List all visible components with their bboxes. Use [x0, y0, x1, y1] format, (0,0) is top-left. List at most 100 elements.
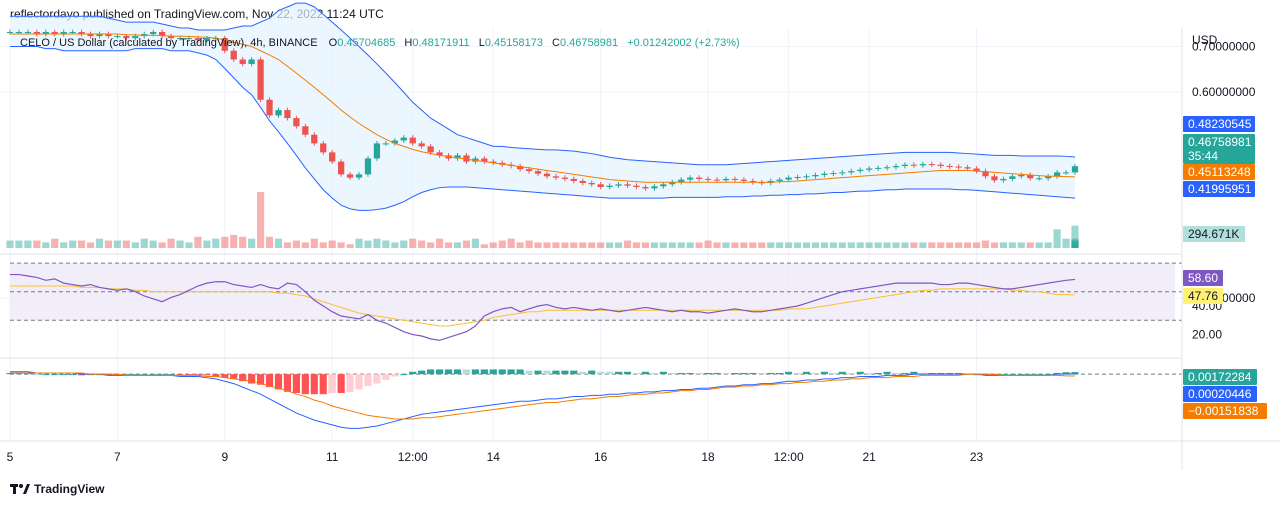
volume-bar-69 — [623, 240, 632, 248]
macd-hist-bar-111 — [999, 374, 1007, 376]
candle-106 — [955, 164, 962, 170]
candle-body-1 — [15, 32, 23, 34]
legend-symbol[interactable]: CELO / US Dollar (calculated by TradingV… — [20, 37, 740, 49]
macd-hist-bar-54 — [489, 369, 497, 375]
macd-hist-bar-118 — [1062, 372, 1070, 375]
candle-body-13 — [123, 36, 130, 39]
time-tick-label-5: 14 — [487, 450, 501, 464]
macd-pane[interactable] — [6, 369, 1182, 429]
candle-17 — [159, 29, 166, 39]
bollinger-upper-line — [10, 2, 1076, 166]
volume-bar-76 — [686, 242, 694, 248]
macd-hist-bar-61 — [552, 370, 560, 375]
candle-88 — [794, 174, 801, 181]
candle-29 — [266, 97, 273, 118]
macd-hist-bar-87 — [785, 371, 793, 375]
volume-bar-28 — [257, 192, 265, 248]
volume-bar-98 — [883, 242, 891, 248]
rsi-ma-line — [10, 285, 1076, 327]
price-tag-1: 0.46758981 — [1183, 134, 1255, 150]
volume-bar-97 — [874, 242, 882, 248]
candle-body-50 — [454, 155, 461, 159]
candle-body-117 — [1053, 172, 1061, 177]
candle-body-38 — [346, 174, 354, 178]
candle-body-82 — [740, 179, 747, 181]
macd-hist-bar-0 — [6, 372, 14, 375]
candle-71 — [642, 184, 649, 191]
volume-bar-110 — [990, 242, 999, 248]
candle-body-70 — [633, 185, 640, 188]
candle-body-111 — [1000, 178, 1007, 181]
volume-bar-117 — [1053, 229, 1061, 248]
candle-32 — [293, 115, 300, 129]
candle-body-63 — [570, 178, 577, 181]
volume-bar-64 — [579, 242, 587, 248]
tradingview-logo[interactable]: TradingView — [10, 481, 104, 497]
candle-108 — [973, 166, 980, 174]
macd-hist-bar-100 — [901, 372, 909, 375]
candle-111 — [1000, 176, 1007, 183]
macd-hist-bar-68 — [614, 371, 623, 375]
candle-113 — [1018, 172, 1025, 179]
candle-78 — [704, 176, 712, 182]
volume-bar-56 — [507, 238, 515, 248]
candle-body-54 — [490, 161, 497, 163]
volume-bar-24 — [221, 236, 229, 248]
candle-body-33 — [302, 126, 309, 135]
macd-hist-bar-92 — [829, 372, 837, 375]
volume-bar-120 — [1071, 240, 1079, 248]
volume-bar-72 — [650, 242, 658, 248]
macd-hist-bar-79 — [713, 372, 721, 375]
macd-hist-bar-105 — [946, 372, 954, 375]
volume-bar-18 — [167, 238, 175, 248]
candle-body-101 — [910, 164, 918, 166]
macd-line-tag-text: 0.00020446 — [1188, 387, 1252, 401]
rsi-tick-label-1: 20.00 — [1192, 328, 1222, 342]
time-tick-label-9: 21 — [862, 450, 876, 464]
volume-bar-6 — [60, 242, 68, 248]
rsi-pane[interactable] — [10, 262, 1182, 341]
macd-hist-bar-50 — [453, 369, 462, 375]
candle-body-46 — [418, 143, 425, 147]
candle-body-12 — [114, 36, 121, 38]
volume-tag-text: 294.671K — [1188, 227, 1239, 241]
symbol-legend[interactable]: CELO / US Dollar (calculated by TradingV… — [20, 37, 740, 49]
candle-body-67 — [606, 185, 613, 188]
candle-body-40 — [364, 158, 372, 175]
volume-bar-80 — [722, 242, 730, 248]
volume-bar-46 — [418, 240, 426, 248]
candle-body-95 — [857, 169, 864, 172]
rsi-ma-tag-bg — [1183, 288, 1223, 304]
volume-bar-113 — [1017, 242, 1025, 248]
macd-hist-bar-59 — [534, 370, 542, 375]
volume-bar-10 — [95, 238, 104, 248]
candle-body-19 — [176, 38, 184, 40]
macd-signal-tag: −0.00151838 — [1183, 403, 1267, 419]
macd-hist-bar-85 — [767, 372, 775, 375]
volume-bar-73 — [659, 242, 667, 248]
candle-27 — [248, 57, 255, 67]
time-axis-ticks[interactable]: 5 7 9 11 12:00 14 16 18 12:00 21 23 — [7, 450, 984, 464]
candle-body-76 — [687, 177, 694, 180]
macd-hist-bar-70 — [632, 372, 641, 375]
macd-hist-bar-71 — [641, 371, 649, 375]
macd-hist-bar-95 — [856, 371, 864, 375]
indicator-lines — [10, 2, 1076, 211]
candle-body-28 — [257, 59, 264, 100]
volume-bar-89 — [802, 242, 811, 248]
volume-bar-99 — [892, 242, 900, 248]
macd-signal-line — [10, 372, 1076, 420]
macd-hist-bar-21 — [194, 374, 202, 376]
macd-hist-bar-91 — [820, 371, 828, 375]
candle-93 — [839, 170, 846, 176]
macd-hist-bar-88 — [793, 372, 802, 375]
candle-8 — [78, 29, 85, 37]
price-tag-4-bg — [1183, 181, 1255, 197]
candle-body-9 — [87, 34, 94, 37]
volume-bar-83 — [749, 242, 757, 248]
candle-body-119 — [1071, 166, 1079, 173]
volume-bar-121 — [1071, 240, 1079, 248]
candle-body-91 — [821, 173, 828, 175]
macd-line — [10, 371, 1076, 429]
